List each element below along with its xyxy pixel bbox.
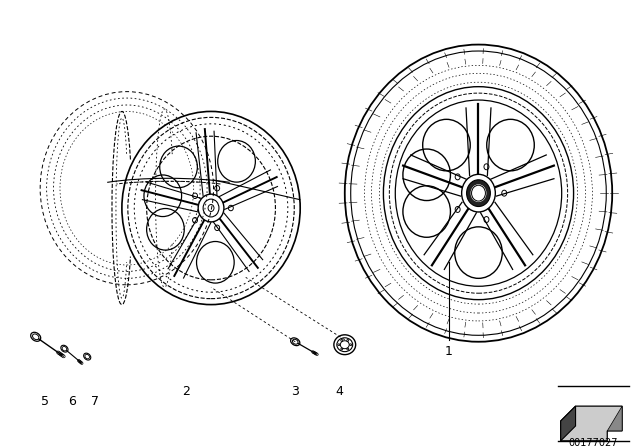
- Polygon shape: [561, 406, 622, 441]
- Text: 5: 5: [40, 395, 49, 408]
- Text: 00177027: 00177027: [569, 438, 618, 448]
- Polygon shape: [607, 406, 622, 431]
- Text: 3: 3: [291, 385, 299, 398]
- Ellipse shape: [470, 184, 486, 202]
- Text: 7: 7: [91, 395, 99, 408]
- Text: 1: 1: [445, 345, 452, 358]
- Text: 2: 2: [182, 385, 190, 398]
- Text: 6: 6: [68, 395, 76, 408]
- Text: 4: 4: [336, 385, 344, 398]
- Ellipse shape: [467, 180, 490, 207]
- Polygon shape: [561, 406, 575, 441]
